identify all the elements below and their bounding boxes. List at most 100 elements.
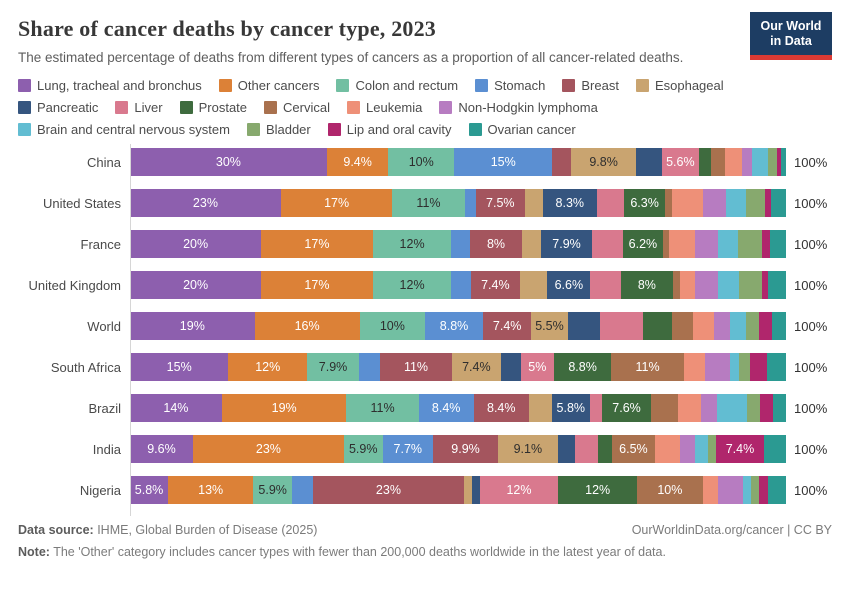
bar-segment[interactable]: 7.4% bbox=[452, 353, 501, 382]
bar-segment[interactable]: 14% bbox=[130, 394, 222, 423]
bar-segment[interactable] bbox=[745, 189, 765, 218]
bar-segment[interactable]: 8.4% bbox=[473, 394, 529, 423]
bar-segment[interactable]: 8.8% bbox=[425, 312, 483, 341]
bar-segment[interactable] bbox=[358, 353, 380, 382]
bar-segment[interactable]: 6.2% bbox=[622, 230, 664, 259]
legend-item[interactable]: Bladder bbox=[246, 122, 311, 137]
bar-segment[interactable] bbox=[528, 394, 552, 423]
bar-segment[interactable] bbox=[764, 189, 772, 218]
bar-segment[interactable] bbox=[695, 435, 709, 464]
bar-segment[interactable]: 23% bbox=[130, 189, 281, 218]
bar-segment[interactable]: 17% bbox=[261, 271, 373, 300]
bar-segment[interactable]: 7.4% bbox=[482, 312, 532, 341]
legend-item[interactable]: Prostate bbox=[179, 100, 247, 115]
bar-segment[interactable]: 7.6% bbox=[601, 394, 652, 423]
bar-segment[interactable]: 10% bbox=[637, 476, 703, 505]
bar-segment[interactable] bbox=[717, 394, 747, 423]
bar-segment[interactable] bbox=[739, 353, 750, 382]
bar-segment[interactable] bbox=[730, 312, 746, 341]
bar-segment[interactable]: 6.3% bbox=[623, 189, 666, 218]
bar-segment[interactable] bbox=[772, 312, 786, 341]
bar-segment[interactable] bbox=[713, 312, 731, 341]
bar-segment[interactable] bbox=[698, 148, 712, 177]
bar-segment[interactable] bbox=[463, 476, 472, 505]
bar-segment[interactable]: 9.9% bbox=[433, 435, 498, 464]
bar-segment[interactable] bbox=[738, 230, 763, 259]
legend-item[interactable]: Lung, tracheal and bronchus bbox=[18, 78, 202, 93]
bar-segment[interactable] bbox=[739, 271, 762, 300]
legend-item[interactable]: Breast bbox=[562, 78, 619, 93]
bar-segment[interactable] bbox=[695, 271, 718, 300]
bar-segment[interactable] bbox=[522, 230, 541, 259]
legend-item[interactable]: Colon and rectum bbox=[336, 78, 458, 93]
bar-segment[interactable] bbox=[773, 394, 786, 423]
bar-segment[interactable] bbox=[776, 148, 782, 177]
bar-segment[interactable]: 5% bbox=[520, 353, 554, 382]
bar-segment[interactable]: 5.5% bbox=[531, 312, 568, 341]
bar-segment[interactable]: 9.8% bbox=[571, 148, 636, 177]
bar-segment[interactable]: 7.4% bbox=[715, 435, 765, 464]
bar-segment[interactable] bbox=[590, 271, 621, 300]
bar-segment[interactable]: 7.9% bbox=[307, 353, 359, 382]
bar-segment[interactable] bbox=[471, 476, 480, 505]
bar-segment[interactable]: 11% bbox=[379, 353, 453, 382]
bar-segment[interactable] bbox=[673, 271, 680, 300]
bar-segment[interactable]: 8% bbox=[620, 271, 674, 300]
bar-segment[interactable] bbox=[762, 230, 771, 259]
bar-segment[interactable] bbox=[693, 312, 714, 341]
bar-segment[interactable]: 23% bbox=[313, 476, 464, 505]
bar-segment[interactable] bbox=[767, 148, 777, 177]
bar-segment[interactable] bbox=[451, 271, 472, 300]
bar-segment[interactable]: 9.6% bbox=[130, 435, 193, 464]
bar-segment[interactable]: 15% bbox=[130, 353, 229, 382]
bar-segment[interactable] bbox=[700, 394, 718, 423]
bar-segment[interactable] bbox=[592, 230, 623, 259]
bar-segment[interactable]: 19% bbox=[130, 312, 255, 341]
bar-segment[interactable] bbox=[680, 435, 696, 464]
bar-segment[interactable] bbox=[597, 189, 624, 218]
bar-segment[interactable] bbox=[654, 435, 681, 464]
bar-segment[interactable] bbox=[725, 189, 746, 218]
bar-segment[interactable]: 8% bbox=[469, 230, 523, 259]
bar-segment[interactable] bbox=[574, 435, 598, 464]
bar-segment[interactable]: 13% bbox=[168, 476, 254, 505]
bar-segment[interactable] bbox=[759, 476, 768, 505]
bar-segment[interactable] bbox=[759, 394, 774, 423]
bar-segment[interactable] bbox=[770, 230, 786, 259]
bar-segment[interactable] bbox=[671, 312, 694, 341]
bar-segment[interactable] bbox=[524, 189, 543, 218]
bar-segment[interactable] bbox=[764, 435, 786, 464]
bar-segment[interactable] bbox=[702, 476, 719, 505]
bar-segment[interactable]: 5.9% bbox=[253, 476, 293, 505]
bar-segment[interactable] bbox=[464, 189, 476, 218]
bar-segment[interactable] bbox=[703, 189, 726, 218]
bar-segment[interactable] bbox=[651, 394, 678, 423]
bar-segment[interactable] bbox=[711, 148, 725, 177]
legend-item[interactable]: Cervical bbox=[264, 100, 330, 115]
bar-segment[interactable] bbox=[758, 312, 773, 341]
bar-segment[interactable]: 9.4% bbox=[326, 148, 389, 177]
bar-segment[interactable]: 17% bbox=[261, 230, 373, 259]
bar-segment[interactable] bbox=[741, 148, 752, 177]
bar-segment[interactable] bbox=[771, 189, 786, 218]
bar-segment[interactable] bbox=[635, 148, 662, 177]
bar-segment[interactable]: 8.3% bbox=[542, 189, 598, 218]
legend-item[interactable]: Ovarian cancer bbox=[468, 122, 576, 137]
bar-segment[interactable] bbox=[683, 353, 706, 382]
legend-item[interactable]: Non-Hodgkin lymphoma bbox=[439, 100, 598, 115]
bar-segment[interactable]: 5.8% bbox=[130, 476, 169, 505]
bar-segment[interactable] bbox=[557, 435, 575, 464]
bar-segment[interactable] bbox=[695, 230, 719, 259]
bar-segment[interactable] bbox=[665, 189, 673, 218]
bar-segment[interactable] bbox=[751, 148, 768, 177]
bar-segment[interactable] bbox=[768, 271, 786, 300]
bar-segment[interactable] bbox=[729, 353, 740, 382]
bar-segment[interactable]: 6.6% bbox=[547, 271, 591, 300]
bar-segment[interactable]: 5.8% bbox=[551, 394, 590, 423]
legend-item[interactable]: Brain and central nervous system bbox=[18, 122, 230, 137]
bar-segment[interactable]: 7.9% bbox=[540, 230, 593, 259]
bar-segment[interactable] bbox=[766, 353, 786, 382]
bar-segment[interactable]: 8.8% bbox=[553, 353, 612, 382]
bar-segment[interactable]: 6.5% bbox=[612, 435, 655, 464]
bar-segment[interactable]: 12% bbox=[479, 476, 559, 505]
